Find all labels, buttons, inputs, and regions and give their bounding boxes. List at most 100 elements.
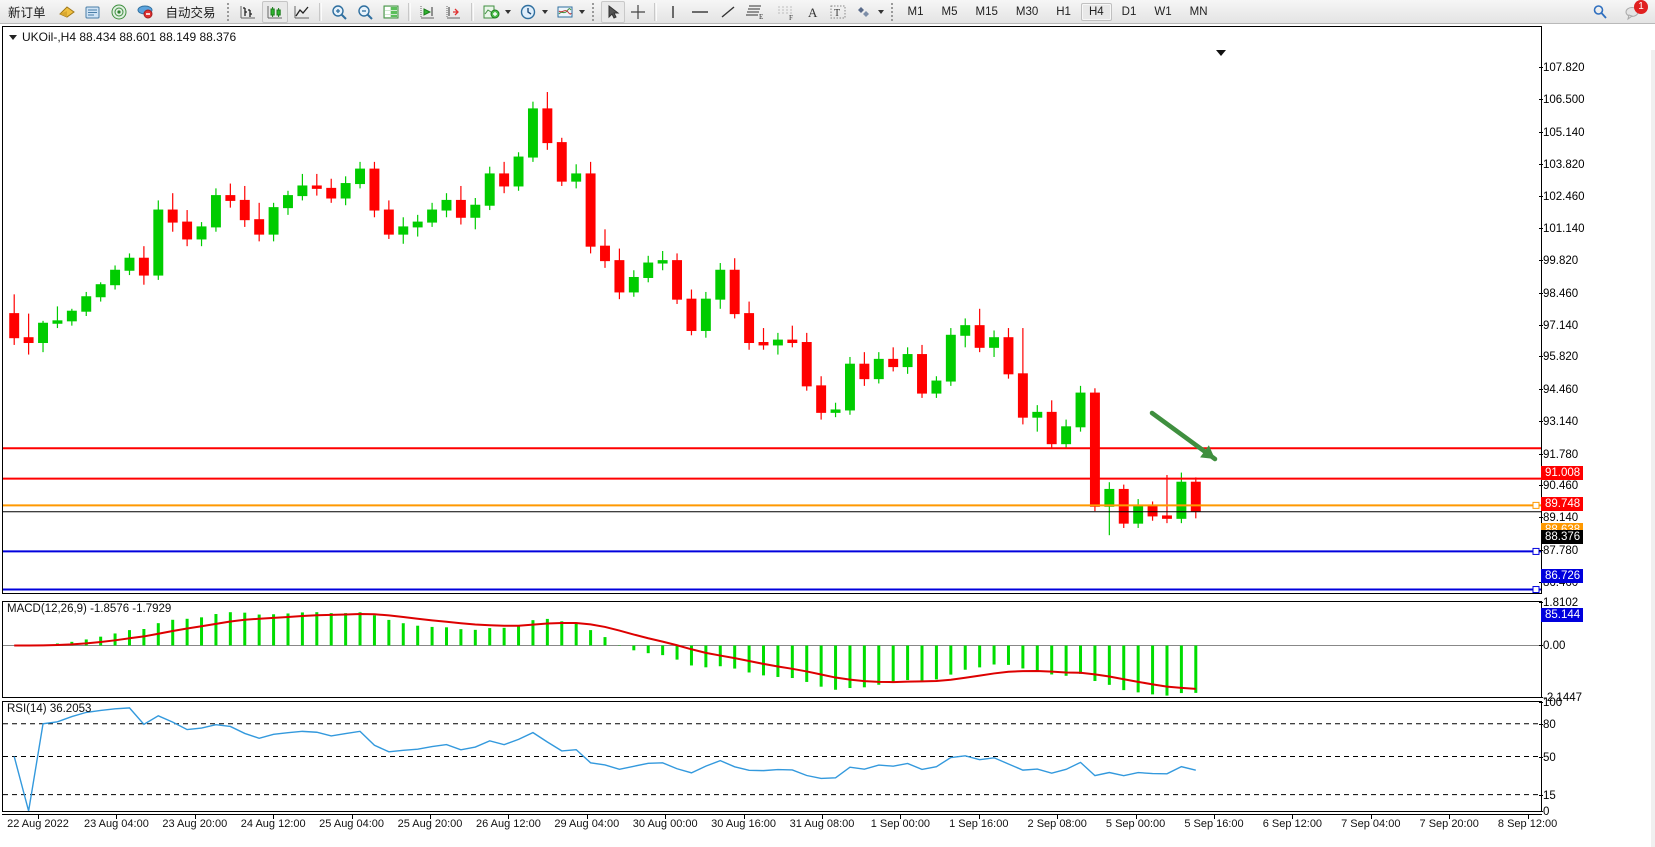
toolbar-grip-2[interactable]: [591, 2, 597, 21]
time-axis[interactable]: 22 Aug 2022 23 Aug 04:00 23 Aug 20:00 24 Au…: [2, 814, 1557, 834]
time-label: 30 Aug 16:00: [711, 818, 777, 830]
symbol-header[interactable]: UKOil-,H4 88.434 88.601 88.149 88.376: [9, 30, 236, 44]
macd-tick: 0.00: [1538, 640, 1566, 653]
timeframe-d1[interactable]: D1: [1121, 5, 1137, 18]
time-label: 6 Sep 12:00: [1262, 818, 1323, 830]
equidistant-channel-icon[interactable]: F: [772, 1, 800, 23]
time-tick: [665, 815, 667, 819]
price-tag-85-144[interactable]: 85.144: [1541, 607, 1584, 622]
shapes-icon[interactable]: [852, 1, 876, 23]
time-label: 7 Sep 20:00: [1419, 818, 1479, 830]
svg-text:F: F: [789, 14, 793, 21]
templates-dropdown-caret[interactable]: [578, 9, 585, 14]
price-tag-91-008[interactable]: 91.008: [1541, 466, 1584, 481]
price-tag-88-376[interactable]: 88.376: [1541, 529, 1584, 544]
time-label: 26 Aug 12:00: [475, 818, 541, 830]
text-label-icon[interactable]: A: [802, 1, 824, 23]
trendline-icon[interactable]: [716, 1, 740, 23]
price-scale[interactable]: 107.820 106.500 105.140 103.820 102.460 101.1…: [1538, 51, 1655, 818]
vertical-scrollbar[interactable]: [1651, 50, 1655, 847]
macd-tick: 1.8102: [1538, 597, 1579, 609]
price-tick: 106.500: [1539, 94, 1585, 107]
line-chart-icon[interactable]: [290, 1, 314, 23]
period-icon[interactable]: [516, 1, 540, 23]
zoom-out-icon[interactable]: [353, 1, 377, 23]
vertical-line-icon[interactable]: [662, 1, 684, 23]
rsi-tick: 15: [1539, 789, 1556, 802]
toolbar-grip[interactable]: [226, 2, 232, 21]
text-box-icon[interactable]: T: [826, 1, 850, 23]
period-dropdown-caret[interactable]: [541, 9, 548, 14]
chart-grid-icon[interactable]: [379, 1, 403, 23]
price-tick: 91.780: [1538, 448, 1579, 461]
new-order-button[interactable]: 新订单: [1, 1, 53, 23]
price-tag-86-726[interactable]: 86.726: [1541, 569, 1584, 584]
notifications-icon[interactable]: 1: [1621, 0, 1648, 23]
shapes-dropdown-caret[interactable]: [877, 9, 884, 14]
autotrading-button[interactable]: 自动交易: [159, 1, 223, 23]
svg-text:A: A: [808, 5, 818, 20]
zoom-in-icon[interactable]: [327, 1, 351, 23]
price-tick: 103.820: [1539, 158, 1585, 171]
timeframe-m30[interactable]: M30: [1015, 5, 1039, 18]
time-tick: [194, 815, 196, 819]
templates-icon[interactable]: [553, 1, 577, 23]
rsi-tick: 80: [1539, 718, 1556, 731]
time-tick: [1449, 815, 1451, 819]
chevron-down-icon[interactable]: [9, 34, 17, 40]
timeframe-h1[interactable]: H1: [1056, 5, 1071, 18]
autotrading-label: 自动交易: [165, 6, 216, 20]
price-tick: 89.140: [1538, 512, 1579, 525]
autotrading-icon[interactable]: [133, 1, 157, 23]
notification-badge: 1: [1634, 0, 1648, 14]
time-label: 2 Sep 08:00: [1027, 818, 1087, 830]
macd-pane[interactable]: MACD(12,26,9) -1.8576 -1.7929: [2, 601, 1542, 698]
svg-text:T: T: [834, 8, 840, 19]
rsi-pane[interactable]: RSI(14) 36.2053: [2, 701, 1542, 812]
price-tick: 97.140: [1538, 319, 1579, 332]
time-tick: [1527, 815, 1529, 819]
shift-end-icon[interactable]: [416, 1, 440, 23]
signals-icon[interactable]: [107, 1, 131, 23]
bar-chart-icon[interactable]: [236, 1, 260, 23]
rsi-label: RSI(14) 36.2053: [7, 703, 92, 715]
indicators-icon[interactable]: [479, 1, 503, 23]
time-tick: [1057, 815, 1059, 819]
timeframe-m5[interactable]: M5: [941, 5, 958, 18]
price-tick: 101.140: [1539, 223, 1585, 236]
time-label: 5 Sep 00:00: [1105, 818, 1166, 830]
timeframe-h4[interactable]: H4: [1080, 2, 1112, 21]
auto-scroll-icon[interactable]: [442, 1, 466, 23]
timeframe-w1[interactable]: W1: [1154, 5, 1172, 18]
crosshair-icon[interactable]: [627, 1, 649, 23]
cursor-icon[interactable]: [600, 0, 625, 23]
time-label: 25 Aug 20:00: [397, 818, 463, 830]
price-tick: 93.140: [1538, 415, 1579, 428]
macd-plot: [3, 612, 1541, 696]
news-icon[interactable]: [81, 1, 105, 23]
timeframe-mn[interactable]: MN: [1189, 5, 1208, 18]
fibonacci-icon[interactable]: E: [742, 1, 770, 23]
time-tick: [978, 815, 980, 819]
search-icon[interactable]: [1588, 1, 1612, 23]
time-label: 8 Sep 12:00: [1497, 818, 1558, 830]
time-label: 7 Sep 04:00: [1341, 818, 1401, 830]
toolbar-grip-3[interactable]: [890, 2, 896, 21]
timeframe-m1[interactable]: M1: [907, 5, 924, 18]
price-tag-89-748[interactable]: 89.748: [1541, 496, 1584, 511]
price-pane[interactable]: UKOil-,H4 88.434 88.601 88.149 88.376: [2, 26, 1542, 594]
timeframe-group: M1 M5 M15 M30 H1 H4 D1 W1 MN: [899, 2, 1217, 21]
chart-area[interactable]: UKOil-,H4 88.434 88.601 88.149 88.376 MA…: [0, 25, 1655, 847]
horizontal-line-icon[interactable]: [686, 1, 714, 23]
price-tick: 105.140: [1539, 126, 1585, 139]
indicators-dropdown-caret[interactable]: [504, 9, 511, 14]
time-label: 23 Aug 20:00: [162, 818, 228, 830]
time-tick: [1135, 815, 1137, 819]
time-tick: [351, 815, 353, 819]
expert-advisor-icon[interactable]: [55, 1, 79, 23]
rsi-tick: 50: [1539, 751, 1556, 764]
candlestick-chart-icon[interactable]: [261, 0, 288, 23]
time-tick: [1292, 815, 1294, 819]
time-label: 1 Sep 00:00: [870, 818, 931, 830]
timeframe-m15[interactable]: M15: [975, 5, 998, 18]
